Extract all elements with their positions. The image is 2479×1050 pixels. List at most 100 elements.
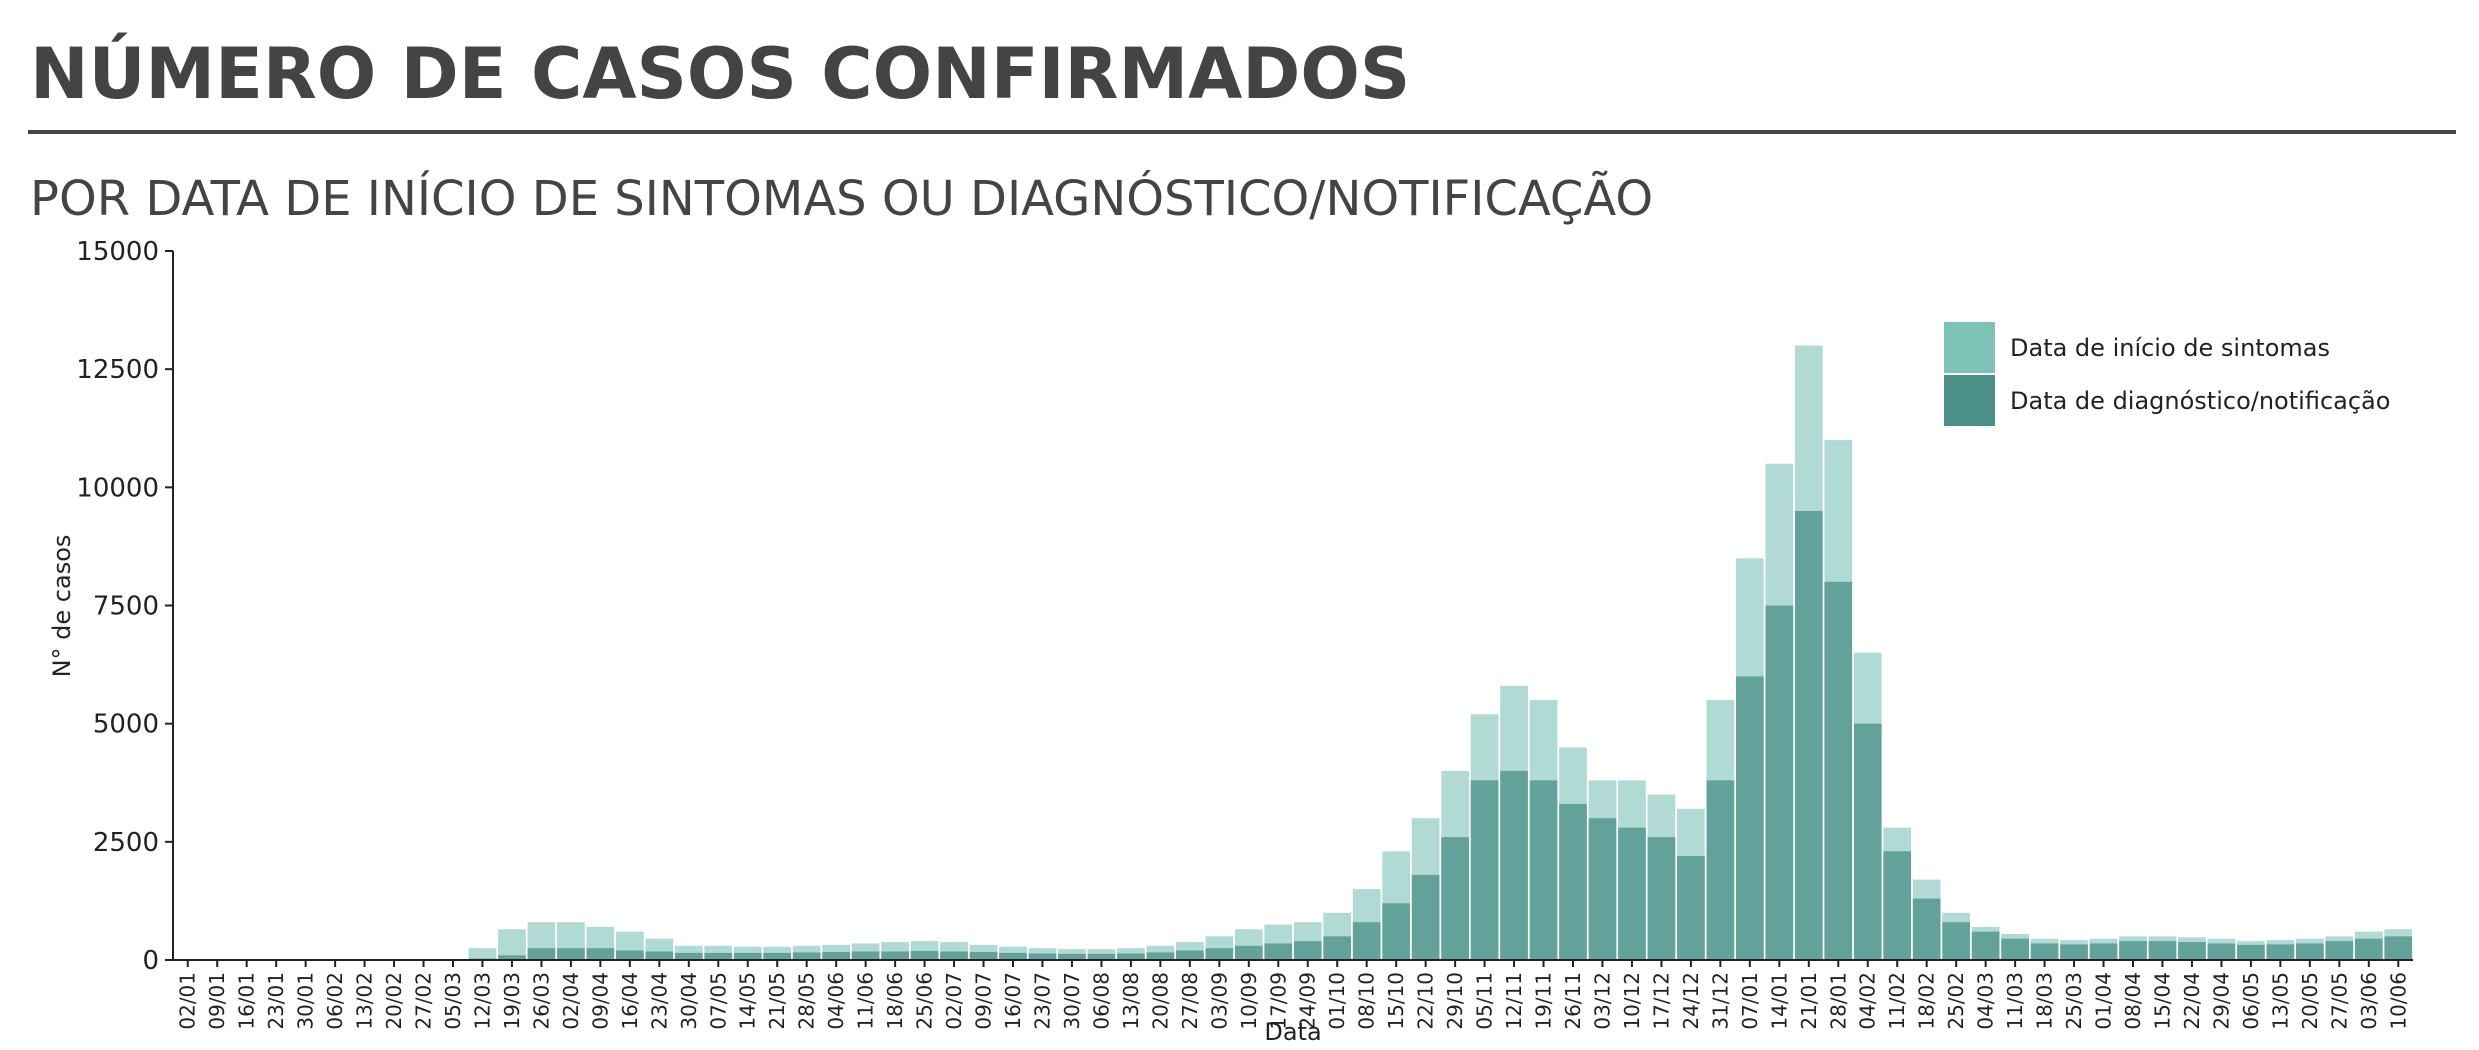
x-tick-label: 06/08 [1089,972,1113,1030]
bar [733,952,762,960]
bar [2325,941,2354,960]
x-tick-label: 22/10 [1414,972,1438,1030]
bar [1647,837,1676,960]
x-tick-label: 02/04 [559,972,583,1030]
bar [557,948,585,960]
bar [1087,953,1116,960]
bar [1912,898,1941,960]
bar [822,951,851,960]
x-tick-label: 04/06 [824,972,848,1030]
y-tick-label: 15000 [76,237,159,267]
bar [2178,942,2206,960]
bar [498,955,526,960]
x-tick-label: 23/01 [264,972,288,1030]
x-tick-label: 01/10 [1325,972,1349,1030]
x-tick-label: 28/01 [1826,972,1850,1030]
x-tick-label: 22/04 [2180,972,2204,1030]
x-tick-label: 07/05 [706,972,730,1030]
bar [1883,851,1912,960]
x-tick-label: 02/01 [176,972,200,1030]
bar [1441,837,1469,960]
x-tick-label: 01/04 [2092,972,2116,1030]
bar [851,951,880,960]
bar [704,952,733,960]
bar [1824,581,1853,960]
x-tick-label: 24/09 [1296,972,1320,1030]
x-tick-label: 21/01 [1797,972,1821,1030]
x-tick-label: 13/08 [1119,972,1143,1030]
x-tick-label: 24/12 [1679,972,1703,1030]
bar [1264,943,1293,960]
chart-subtitle: POR DATA DE INÍCIO DE SINTOMAS OU DIAGNÓ… [30,170,1653,227]
bar [1058,953,1086,960]
legend-label: Data de início de sintomas [2010,334,2330,362]
x-tick-label: 09/04 [588,972,612,1030]
bar [1529,780,1558,960]
bar [881,951,909,960]
x-tick-label: 05/11 [1473,972,1497,1030]
bar [2207,943,2236,960]
bar [1677,856,1705,960]
x-tick-label: 31/12 [1708,972,1732,1030]
bar [1853,723,1882,960]
x-tick-label: 29/10 [1443,972,1467,1030]
x-tick-label: 28/05 [795,972,819,1030]
x-tick-label: 25/03 [2062,972,2086,1030]
x-tick-label: 13/05 [2268,972,2292,1030]
bar [1706,780,1735,960]
bar [2237,944,2265,960]
bar [2384,936,2413,960]
x-tick-label: 19/03 [500,972,524,1030]
x-tick-label: 18/02 [1915,972,1939,1030]
y-tick-label: 5000 [93,710,159,740]
bar [1588,818,1617,960]
x-tick-label: 27/05 [2327,972,2351,1030]
x-tick-label: 03/06 [2357,972,2381,1030]
legend-swatch [1944,375,1995,426]
x-tick-label: 30/04 [677,972,701,1030]
x-tick-label: 09/01 [205,972,229,1030]
bar [2148,941,2177,960]
x-tick-label: 16/07 [1001,972,1025,1030]
x-tick-label: 27/08 [1178,972,1202,1030]
x-tick-label: 04/02 [1856,972,1880,1030]
x-tick-label: 20/02 [382,972,406,1030]
bar [1352,922,1381,960]
x-axis-label: Data [1264,1018,1321,1046]
legend-label: Data de diagnóstico/notificação [2010,387,2390,415]
bar [1293,941,1322,960]
x-tick-label: 07/01 [1738,972,1762,1030]
bar [2089,943,2118,960]
x-tick-label: 10/06 [2386,972,2410,1030]
x-tick-label: 23/04 [647,972,671,1030]
x-tick-label: 16/01 [235,972,259,1030]
x-tick-label: 08/04 [2121,972,2145,1030]
bar [498,929,526,960]
bar [1323,936,1352,960]
bar [645,951,674,960]
bar [1234,945,1263,960]
x-tick-label: 02/07 [942,972,966,1030]
bar [1971,931,2000,960]
y-axis-label: N° de casos [48,535,76,678]
x-tick-label: 27/02 [412,972,436,1030]
bar [2001,938,2029,960]
x-tick-label: 20/08 [1148,972,1172,1030]
x-tick-label: 15/10 [1384,972,1408,1030]
bar [792,952,821,960]
bar [969,951,998,960]
bar [1942,922,1971,960]
x-tick-label: 18/06 [883,972,907,1030]
bar [2266,944,2295,960]
bar [2119,941,2147,960]
bar [1500,770,1528,960]
x-tick-label: 10/12 [1620,972,1644,1030]
x-tick-label: 26/11 [1561,972,1585,1030]
x-tick-label: 14/05 [736,972,760,1030]
bar [2060,944,2088,960]
y-tick-label: 2500 [93,828,159,858]
bar [468,948,497,960]
x-tick-label: 29/04 [2209,972,2233,1030]
bar [2295,943,2324,960]
x-tick-label: 20/05 [2298,972,2322,1030]
